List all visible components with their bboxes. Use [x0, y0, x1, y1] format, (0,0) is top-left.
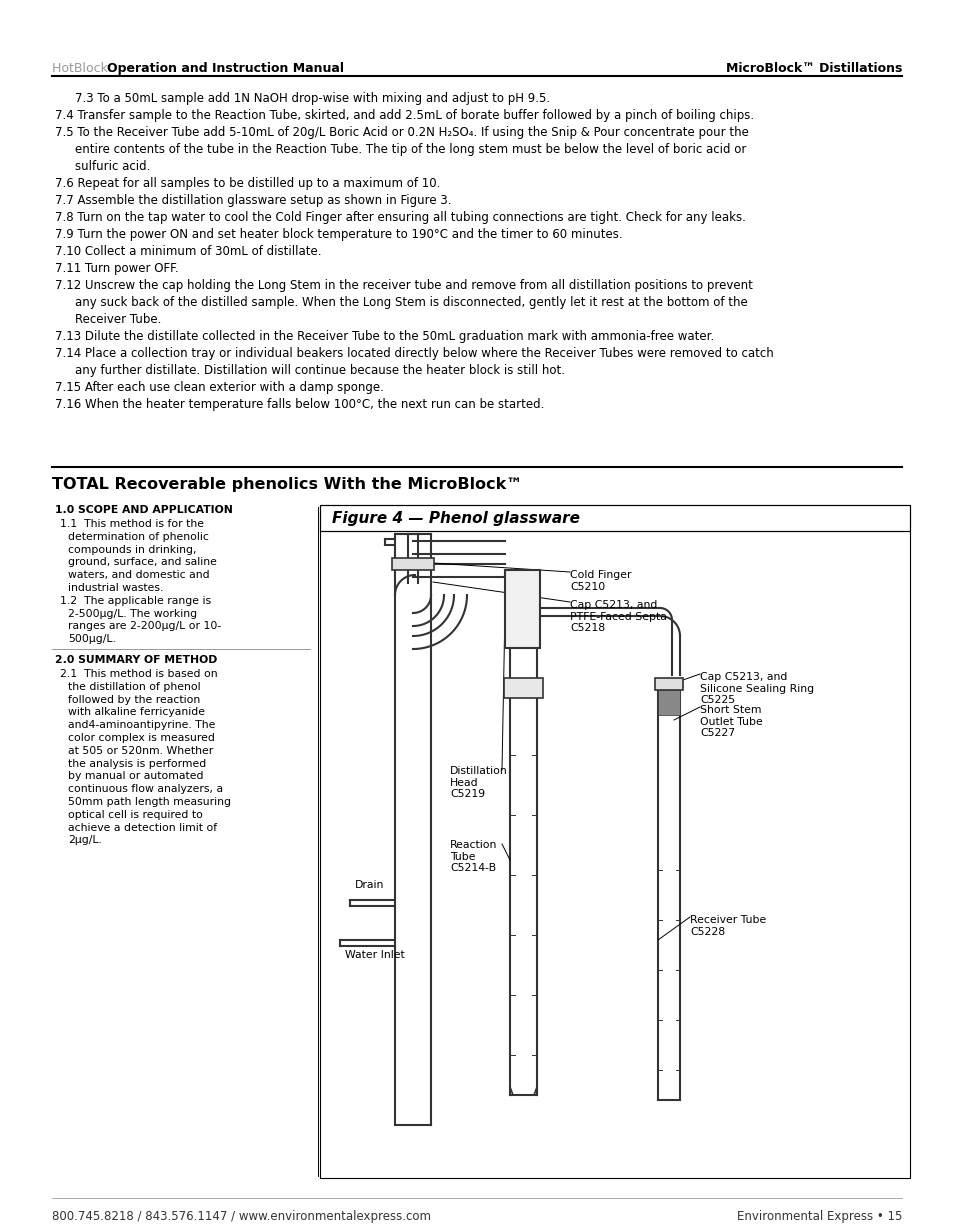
Text: Drain: Drain [355, 880, 384, 890]
Text: any further distillate. Distillation will continue because the heater block is s: any further distillate. Distillation wil… [75, 364, 564, 377]
Bar [319, 506, 909, 531]
Text: MicroBlock™ Distillations: MicroBlock™ Distillations [725, 63, 901, 75]
Text: 7.11 Turn power OFF.: 7.11 Turn power OFF. [55, 263, 178, 275]
Text: optical cell is required to: optical cell is required to [68, 810, 203, 820]
Text: 7.3 To a 50mL sample add 1N NaOH drop-wise with mixing and adjust to pH 9.5.: 7.3 To a 50mL sample add 1N NaOH drop-wi… [75, 92, 550, 106]
Text: TOTAL Recoverable phenolics With the MicroBlock™: TOTAL Recoverable phenolics With the Mic… [52, 477, 521, 492]
Text: ranges are 2-200μg/L or 10-: ranges are 2-200μg/L or 10- [68, 621, 221, 632]
Bar [392, 558, 434, 571]
Text: 2.0 SUMMARY OF METHOD: 2.0 SUMMARY OF METHOD [55, 655, 217, 665]
Text: color complex is measured: color complex is measured [68, 733, 214, 744]
Text: Short Stem
Outlet Tube
C5227: Short Stem Outlet Tube C5227 [700, 706, 762, 739]
Text: Figure 4 — Phenol glassware: Figure 4 — Phenol glassware [332, 510, 579, 525]
Text: 7.5 To the Receiver Tube add 5-10mL of 20g/L Boric Acid or 0.2N H₂SO₄. If using : 7.5 To the Receiver Tube add 5-10mL of 2… [55, 126, 748, 139]
Text: 7.8 Turn on the tap water to cool the Cold Finger after ensuring all tubing conn: 7.8 Turn on the tap water to cool the Co… [55, 211, 745, 225]
Text: Water Inlet: Water Inlet [345, 950, 404, 960]
Text: Distillation
Head
C5219: Distillation Head C5219 [450, 766, 507, 799]
Text: Environmental Express • 15: Environmental Express • 15 [736, 1210, 901, 1223]
Text: 2-500μg/L. The working: 2-500μg/L. The working [68, 609, 197, 618]
Text: 7.12 Unscrew the cap holding the Long Stem in the receiver tube and remove from : 7.12 Unscrew the cap holding the Long St… [55, 279, 752, 292]
Text: with alkaline ferricyanide: with alkaline ferricyanide [68, 708, 205, 718]
Text: Cap C5213, and
Silicone Sealing Ring
C5225: Cap C5213, and Silicone Sealing Ring C52… [700, 672, 813, 706]
Text: the analysis is performed: the analysis is performed [68, 758, 206, 768]
Text: Receiver Tube.: Receiver Tube. [75, 313, 161, 326]
Text: by manual or automated: by manual or automated [68, 772, 203, 782]
Text: determination of phenolic: determination of phenolic [68, 531, 209, 542]
Text: Cold Finger
C5210: Cold Finger C5210 [569, 571, 631, 591]
Text: 7.4 Transfer sample to the Reaction Tube, skirted, and add 2.5mL of borate buffe: 7.4 Transfer sample to the Reaction Tube… [55, 109, 753, 121]
Text: entire contents of the tube in the Reaction Tube. The tip of the long stem must : entire contents of the tube in the React… [75, 144, 745, 156]
Text: any suck back of the distilled sample. When the Long Stem is disconnected, gentl: any suck back of the distilled sample. W… [75, 296, 747, 309]
Text: achieve a detection limit of: achieve a detection limit of [68, 822, 217, 833]
Text: Operation and Instruction Manual: Operation and Instruction Manual [107, 63, 344, 75]
Text: HotBlock:: HotBlock: [52, 63, 116, 75]
Text: continuous flow analyzers, a: continuous flow analyzers, a [68, 784, 223, 794]
Text: waters, and domestic and: waters, and domestic and [68, 571, 210, 580]
Text: 7.6 Repeat for all samples to be distilled up to a maximum of 10.: 7.6 Repeat for all samples to be distill… [55, 177, 440, 190]
Bar [658, 690, 679, 715]
Text: 500μg/L.: 500μg/L. [68, 634, 115, 644]
Text: 1.0 SCOPE AND APPLICATION: 1.0 SCOPE AND APPLICATION [55, 506, 233, 515]
Text: 7.10 Collect a minimum of 30mL of distillate.: 7.10 Collect a minimum of 30mL of distil… [55, 245, 321, 258]
Text: 2μg/L.: 2μg/L. [68, 836, 102, 845]
Text: 7.15 After each use clean exterior with a damp sponge.: 7.15 After each use clean exterior with … [55, 382, 383, 394]
Text: ground, surface, and saline: ground, surface, and saline [68, 557, 216, 567]
Text: sulfuric acid.: sulfuric acid. [75, 160, 151, 173]
Bar [319, 506, 909, 1178]
Text: 7.14 Place a collection tray or individual beakers located directly below where : 7.14 Place a collection tray or individu… [55, 347, 773, 360]
Text: Cap C5213, and
PTFE-Faced Septa
C5218: Cap C5213, and PTFE-Faced Septa C5218 [569, 600, 666, 633]
Text: 50mm path length measuring: 50mm path length measuring [68, 798, 231, 807]
Bar [504, 571, 539, 648]
Text: industrial wastes.: industrial wastes. [68, 583, 163, 593]
Text: at 505 or 520nm. Whether: at 505 or 520nm. Whether [68, 746, 213, 756]
Text: 7.16 When the heater temperature falls below 100°C, the next run can be started.: 7.16 When the heater temperature falls b… [55, 398, 544, 411]
Text: followed by the reaction: followed by the reaction [68, 694, 200, 704]
Text: 800.745.8218 / 843.576.1147 / www.environmentalexpress.com: 800.745.8218 / 843.576.1147 / www.enviro… [52, 1210, 431, 1223]
Text: 1.2  The applicable range is: 1.2 The applicable range is [60, 596, 211, 606]
Text: Reaction
Tube
C5214-B: Reaction Tube C5214-B [450, 840, 497, 874]
Text: 7.9 Turn the power ON and set heater block temperature to 190°C and the timer to: 7.9 Turn the power ON and set heater blo… [55, 228, 622, 240]
Text: the distillation of phenol: the distillation of phenol [68, 682, 200, 692]
Text: 1.1  This method is for the: 1.1 This method is for the [60, 519, 204, 529]
Bar [655, 679, 682, 690]
Text: 7.13 Dilute the distillate collected in the Receiver Tube to the 50mL graduation: 7.13 Dilute the distillate collected in … [55, 330, 714, 344]
Text: 7.7 Assemble the distillation glassware setup as shown in Figure 3.: 7.7 Assemble the distillation glassware … [55, 194, 451, 207]
Bar [503, 679, 542, 698]
Text: Receiver Tube
C5228: Receiver Tube C5228 [689, 915, 765, 936]
Text: 2.1  This method is based on: 2.1 This method is based on [60, 669, 217, 679]
Text: compounds in drinking,: compounds in drinking, [68, 545, 196, 555]
Text: and4-aminoantipyrine. The: and4-aminoantipyrine. The [68, 720, 215, 730]
